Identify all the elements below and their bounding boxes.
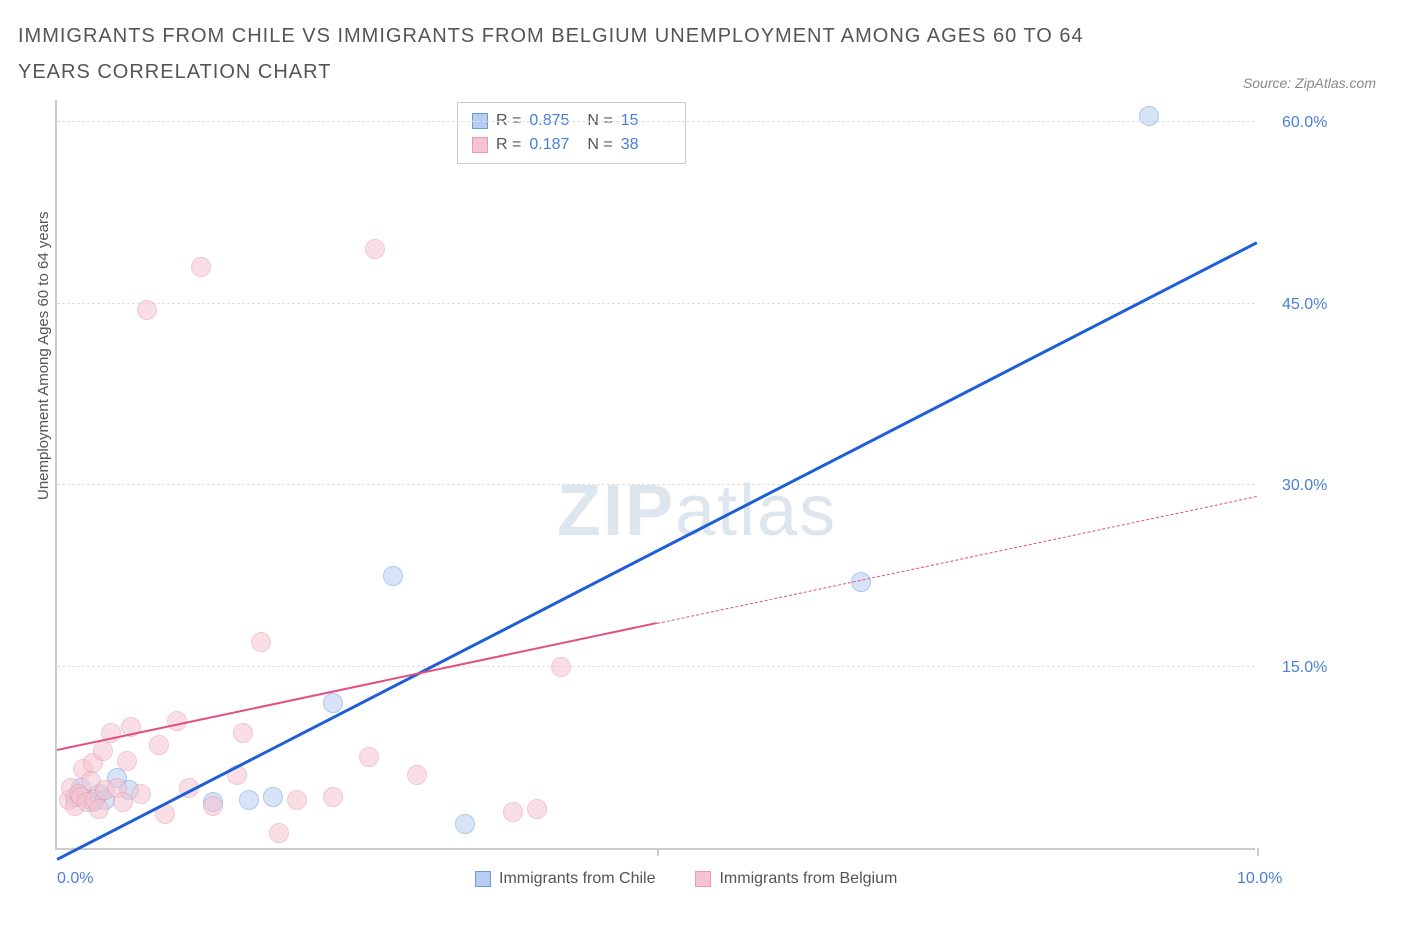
correlation-stats-box: R = 0.875 N = 15 R = 0.187 N = 38 (457, 102, 686, 164)
scatter-point (359, 747, 379, 767)
gridline (57, 484, 1255, 485)
n-value: 38 (621, 133, 671, 157)
scatter-point (131, 784, 151, 804)
scatter-point (233, 723, 253, 743)
scatter-point (527, 799, 547, 819)
y-tick-label: 15.0% (1282, 659, 1327, 677)
chart-area: Unemployment Among Ages 60 to 64 years R… (55, 100, 1365, 890)
scatter-point (113, 792, 133, 812)
legend-item: Immigrants from Belgium (695, 870, 897, 888)
scatter-point (137, 300, 157, 320)
chart-container: IMMIGRANTS FROM CHILE VS IMMIGRANTS FROM… (0, 0, 1406, 930)
bottom-legend: Immigrants from Chile Immigrants from Be… (475, 870, 897, 888)
y-tick-label: 60.0% (1282, 114, 1327, 132)
x-tick-label: 0.0% (57, 870, 93, 888)
scatter-point (263, 787, 283, 807)
scatter-point (1139, 106, 1159, 126)
legend-swatch-icon (475, 871, 491, 887)
scatter-point (503, 802, 523, 822)
stats-row: R = 0.187 N = 38 (472, 133, 671, 157)
scatter-point (89, 799, 109, 819)
trend-line (57, 622, 657, 751)
trend-line (56, 241, 1257, 860)
scatter-point (551, 657, 571, 677)
scatter-point (323, 787, 343, 807)
scatter-point (149, 735, 169, 755)
r-label: R = (496, 133, 521, 157)
y-tick-label: 45.0% (1282, 296, 1327, 314)
scatter-point (239, 790, 259, 810)
source-attribution: Source: ZipAtlas.com (1243, 75, 1376, 91)
scatter-point (269, 823, 289, 843)
scatter-point (203, 796, 223, 816)
gridline (57, 666, 1255, 667)
scatter-point (117, 751, 137, 771)
scatter-point (383, 566, 403, 586)
n-label: N = (587, 133, 612, 157)
watermark-light: atlas (675, 471, 837, 551)
plot-region: R = 0.875 N = 15 R = 0.187 N = 38 ZIPatl… (55, 100, 1255, 850)
legend-swatch-icon (472, 137, 488, 153)
watermark: ZIPatlas (557, 470, 837, 552)
y-axis-label: Unemployment Among Ages 60 to 64 years (35, 211, 52, 500)
y-tick-label: 30.0% (1282, 477, 1327, 495)
trend-line (657, 496, 1257, 624)
scatter-point (251, 632, 271, 652)
legend-label: Immigrants from Belgium (719, 870, 897, 888)
gridline (57, 121, 1255, 122)
x-tick-label: 10.0% (1237, 870, 1282, 888)
scatter-point (365, 239, 385, 259)
gridline (57, 303, 1255, 304)
x-tick-mark (657, 848, 659, 856)
scatter-point (287, 790, 307, 810)
scatter-point (323, 693, 343, 713)
scatter-point (455, 814, 475, 834)
scatter-point (407, 765, 427, 785)
watermark-bold: ZIP (557, 471, 675, 551)
scatter-point (93, 741, 113, 761)
x-tick-mark (1257, 848, 1259, 856)
chart-title: IMMIGRANTS FROM CHILE VS IMMIGRANTS FROM… (18, 18, 1118, 90)
r-value: 0.187 (529, 133, 579, 157)
legend-label: Immigrants from Chile (499, 870, 655, 888)
scatter-point (191, 257, 211, 277)
legend-swatch-icon (695, 871, 711, 887)
legend-item: Immigrants from Chile (475, 870, 655, 888)
